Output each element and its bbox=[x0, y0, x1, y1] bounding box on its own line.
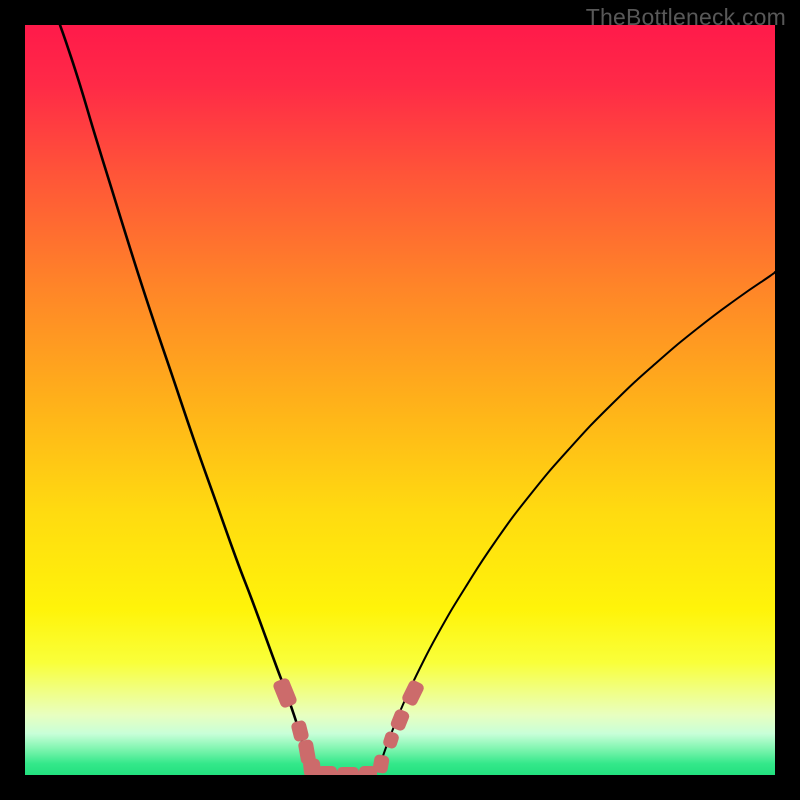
bottleneck-chart bbox=[0, 0, 800, 800]
watermark-text: TheBottleneck.com bbox=[586, 4, 786, 31]
plot-background bbox=[25, 25, 775, 775]
chart-container: TheBottleneck.com bbox=[0, 0, 800, 800]
